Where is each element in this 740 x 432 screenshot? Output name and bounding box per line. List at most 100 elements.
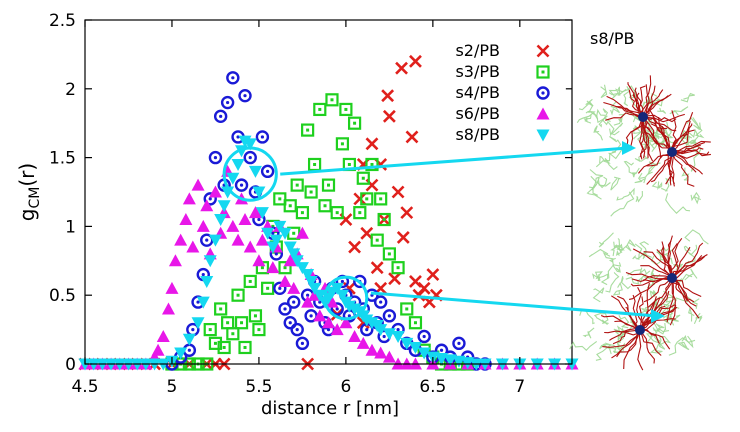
data-point (278, 274, 292, 287)
x-axis-label: distance r [nm] (261, 398, 399, 419)
data-point (382, 247, 396, 261)
data-point (374, 192, 388, 206)
data-point (226, 219, 240, 232)
data-point (365, 343, 379, 356)
y-tick-label: 1 (65, 217, 76, 237)
data-point (165, 281, 179, 294)
data-point (252, 186, 266, 199)
data-point (248, 309, 263, 323)
data-point (339, 316, 353, 329)
x-tick-label: 5.5 (245, 377, 272, 397)
data-point (261, 227, 275, 240)
data-point (203, 323, 217, 337)
data-point (396, 230, 410, 244)
data-point (382, 309, 397, 323)
data-point (322, 316, 335, 329)
data-point (168, 254, 182, 267)
data-point (266, 261, 280, 274)
data-point (203, 192, 217, 206)
data-point (234, 316, 249, 330)
data-point (330, 302, 344, 316)
data-point (356, 171, 370, 185)
legend-label: s6/PB (455, 104, 500, 123)
data-point (304, 275, 318, 288)
data-point (208, 150, 223, 165)
data-point (391, 185, 405, 199)
legend-label: s4/PB (455, 83, 500, 102)
data-point (231, 288, 245, 302)
snapshot-label: s8/PB (590, 29, 635, 48)
data-point (308, 282, 322, 295)
data-point (417, 281, 431, 295)
data-point (353, 192, 367, 206)
data-point (226, 71, 240, 85)
data-point (348, 329, 362, 342)
data-point (252, 254, 266, 267)
legend-backdrop (436, 126, 566, 145)
highlight-circle-1 (222, 146, 278, 202)
data-point (213, 109, 228, 124)
y-tick-label: 2.5 (49, 11, 76, 31)
data-point (295, 226, 309, 239)
data-point (273, 192, 287, 206)
x-tick-label: 6 (340, 377, 351, 397)
data-point (269, 234, 283, 247)
data-point (330, 323, 344, 336)
data-point (365, 137, 379, 151)
data-point (348, 240, 362, 254)
data-point (243, 274, 257, 289)
data-point (321, 178, 336, 192)
legend-backdrop (436, 84, 566, 103)
data-point (214, 302, 228, 316)
data-point (220, 95, 235, 110)
data-point (174, 347, 188, 360)
data-point (307, 157, 322, 172)
data-point (370, 233, 384, 247)
data-point (356, 336, 370, 349)
data-point (248, 206, 262, 219)
arrow-to-bottom-snapshot (370, 291, 665, 323)
data-point (231, 158, 245, 171)
data-point (243, 150, 257, 165)
data-point (382, 109, 396, 123)
data-point (417, 329, 431, 344)
data-point (400, 337, 414, 350)
polymer-snapshot-image-bottom (569, 229, 709, 371)
data-point (339, 102, 353, 117)
data-point (391, 261, 405, 275)
data-point (248, 165, 262, 178)
data-point (278, 261, 292, 275)
data-point (374, 346, 388, 359)
data-point (400, 206, 414, 220)
arrow-to-top-snapshot (280, 141, 636, 176)
data-point (370, 261, 384, 275)
data-point (290, 255, 304, 268)
data-point (325, 93, 339, 107)
data-point (287, 281, 301, 294)
data-point (156, 329, 170, 342)
data-point (196, 296, 210, 309)
y-tick-label: 1.5 (49, 149, 76, 169)
data-point (301, 123, 315, 137)
legend-marker (536, 44, 550, 58)
data-point (238, 213, 252, 226)
data-point (234, 178, 249, 192)
data-point (382, 350, 396, 363)
x-tick-label: 5 (167, 377, 178, 397)
data-point (335, 137, 350, 151)
data-point (283, 254, 297, 267)
data-point (313, 309, 327, 322)
data-point (353, 206, 367, 220)
data-point (360, 192, 374, 206)
data-point (347, 116, 362, 130)
data-point (295, 262, 309, 275)
legend-marker (536, 107, 550, 120)
data-point (179, 213, 193, 226)
highlight-circle-2 (323, 275, 369, 321)
data-point (391, 330, 405, 343)
data-point (238, 340, 252, 355)
data-point (325, 295, 339, 308)
data-point (214, 214, 228, 227)
